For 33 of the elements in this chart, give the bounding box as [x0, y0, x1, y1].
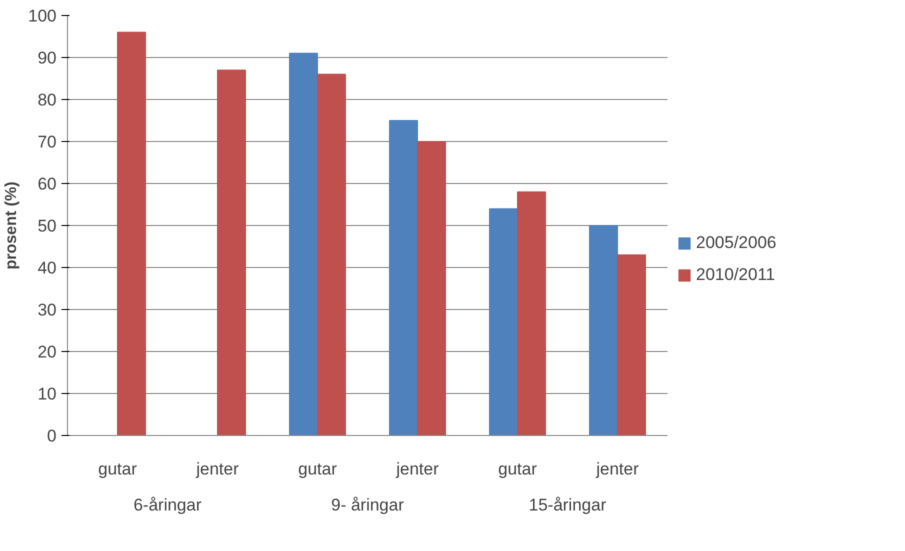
y-tick-label: 70 — [38, 132, 57, 152]
x-tick-label: jenter — [395, 460, 440, 478]
bar — [517, 191, 546, 436]
x-tick-label: gutar — [298, 460, 338, 478]
bar — [489, 208, 518, 436]
y-tick-label: 80 — [38, 90, 57, 110]
legend-label: 2005/2006 — [696, 233, 776, 253]
bar — [117, 32, 146, 436]
y-tick-label: 100 — [28, 6, 57, 26]
bar — [417, 141, 446, 436]
y-tick-label: 60 — [38, 174, 57, 194]
y-tick-label: 40 — [38, 258, 57, 278]
text: 15-åringar — [528, 496, 607, 514]
bar — [389, 120, 418, 436]
bar — [589, 225, 618, 436]
bar — [217, 70, 246, 436]
x-tick-label: jenter — [195, 460, 240, 478]
y-tick-label: 0 — [47, 426, 57, 446]
legend-label: 2010/2011 — [696, 265, 776, 285]
y-tick-label: 10 — [38, 384, 57, 404]
x-tick-label: jenter — [595, 460, 640, 478]
bar — [317, 74, 346, 436]
x-tick-label: gutar — [98, 460, 138, 478]
x-tick-label: gutar — [498, 460, 538, 478]
text: 9- åringar — [331, 496, 404, 514]
bar — [617, 254, 646, 436]
y-tick-label: 90 — [38, 48, 57, 68]
bar — [289, 52, 318, 436]
y-axis-title: prosent (%) — [3, 182, 20, 270]
text: 6-åringar — [133, 496, 202, 514]
y-tick-label: 20 — [38, 342, 57, 362]
y-tick-label: 50 — [38, 216, 57, 236]
y-tick-label: 30 — [38, 300, 57, 320]
